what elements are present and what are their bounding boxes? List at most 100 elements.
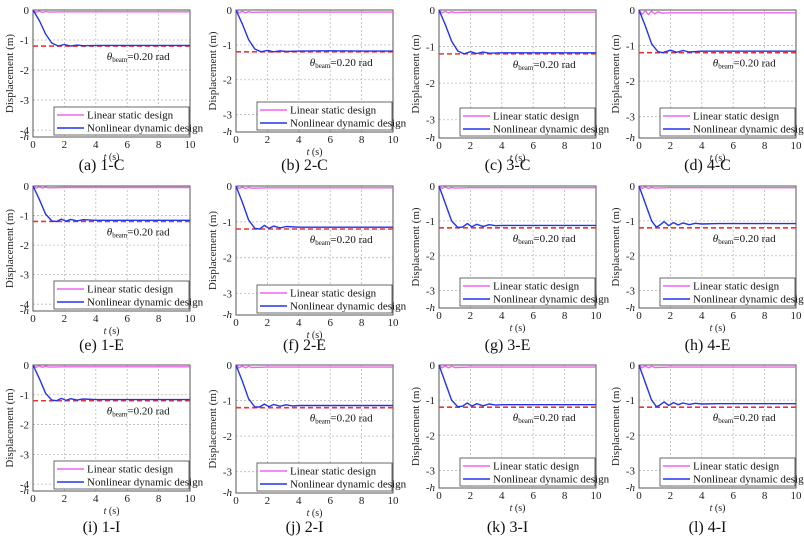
y-axis-label: Displacement (m) xyxy=(610,34,622,113)
x-tick-label: 0 xyxy=(233,134,239,146)
plot-frame xyxy=(638,364,797,489)
x-axis-label: t (s) xyxy=(510,153,526,164)
legend-label-nonlinear: Nonlinear dynamic design xyxy=(290,118,407,130)
theta-beam-annotation: θbeam=0.20 rad xyxy=(713,58,776,71)
theta-beam-annotation: θbeam=0.20 rad xyxy=(713,233,776,246)
series-line-nonlinear-dynamic xyxy=(438,185,596,229)
legend-label-nonlinear: Nonlinear dynamic design xyxy=(693,294,804,306)
series-line-nonlinear-dynamic xyxy=(638,364,796,408)
y-tick-label-h: -h xyxy=(426,302,436,314)
y-axis-label: Displacement (m) xyxy=(4,388,16,467)
y-tick-label: -2 xyxy=(20,240,29,252)
series-line-linear-static xyxy=(638,9,796,16)
panel-f: 0 2 4 6 8 10 0 -1 -2 -3 -h t (s) Displacement (m) θbe… xyxy=(207,181,407,354)
legend-box xyxy=(53,460,190,490)
y-tick-label-h: -h xyxy=(223,126,233,138)
y-tick-label: -2 xyxy=(626,76,635,88)
x-tick-label: 10 xyxy=(791,310,803,322)
y-tick-label-h: -h xyxy=(223,309,233,321)
plot-frame xyxy=(235,9,394,133)
theta-beam-annotation: θbeam=0.20 rad xyxy=(513,233,576,246)
plot-frame xyxy=(32,364,191,492)
legend-label-nonlinear: Nonlinear dynamic design xyxy=(290,479,407,491)
x-tick-label: 0 xyxy=(30,313,36,325)
x-tick-label: 2 xyxy=(265,134,271,146)
legend-box xyxy=(459,277,596,307)
x-tick-label: 2 xyxy=(468,310,474,322)
x-tick-label: 0 xyxy=(636,310,642,322)
x-tick-label: 6 xyxy=(327,134,333,146)
series-line-nonlinear-dynamic xyxy=(638,9,796,54)
y-tick-label: -1 xyxy=(20,211,29,223)
y-tick-label: -4 xyxy=(20,125,30,137)
panel-caption: (c) 3-C xyxy=(485,157,531,174)
panel-b: 0 2 4 6 8 10 0 -1 -2 -3 -h t (s) Displacement (m) θbe… xyxy=(207,5,407,174)
x-tick-label: 0 xyxy=(436,490,442,502)
panel-caption: (d) 4-C xyxy=(684,157,731,174)
legend-box xyxy=(659,277,796,307)
x-tick-label: 6 xyxy=(530,310,536,322)
x-tick-label: 6 xyxy=(730,310,736,322)
plot-frame xyxy=(32,185,191,312)
x-tick-label: 10 xyxy=(185,139,197,151)
series-line-linear-static xyxy=(638,185,796,190)
panel-j: 0 2 4 6 8 10 0 -1 -2 -3 -h t (s) Displacement (m) θbe… xyxy=(207,360,407,536)
y-tick-label: -3 xyxy=(426,115,436,127)
x-tick-label: 10 xyxy=(791,490,803,502)
x-tick-label: 6 xyxy=(730,140,736,152)
theta-beam-annotation: θbeam=0.20 rad xyxy=(310,413,373,426)
legend-label-nonlinear: Nonlinear dynamic design xyxy=(87,123,204,135)
y-axis-label: Displacement (m) xyxy=(610,207,622,286)
legend-label-linear: Linear static design xyxy=(87,110,174,122)
panel-caption: (e) 1-E xyxy=(79,337,124,354)
x-axis-label: t (s) xyxy=(307,330,323,341)
y-axis-label: Displacement (m) xyxy=(207,31,219,110)
y-tick-label: -3 xyxy=(223,467,233,479)
panel-h: 0 2 4 6 8 10 0 -1 -2 -3 -h t (s) Displacement (m) θbe… xyxy=(610,181,804,354)
x-axis-label: t (s) xyxy=(307,147,323,158)
legend-label-nonlinear: Nonlinear dynamic design xyxy=(493,294,610,306)
theta-beam-annotation: θbeam=0.20 rad xyxy=(513,412,576,425)
x-tick-label: 0 xyxy=(30,139,36,151)
y-tick-label: -3 xyxy=(223,110,233,122)
x-tick-label: 6 xyxy=(124,139,130,151)
legend-box xyxy=(659,107,796,137)
x-tick-label: 6 xyxy=(124,493,130,505)
y-tick-label: 0 xyxy=(430,181,436,193)
x-tick-label: 8 xyxy=(156,493,162,505)
theta-beam-annotation: θbeam=0.20 rad xyxy=(513,59,576,72)
series-line-nonlinear-dynamic xyxy=(235,364,393,408)
y-tick-label-h: -h xyxy=(626,132,636,144)
x-tick-label: 2 xyxy=(62,493,68,505)
x-tick-label: 4 xyxy=(93,313,99,325)
y-axis-label: Displacement (m) xyxy=(207,211,219,290)
y-tick-label: -2 xyxy=(223,253,232,265)
theta-beam-annotation: θbeam=0.20 rad xyxy=(107,51,170,64)
y-tick-label: -2 xyxy=(20,420,29,432)
y-tick-label: -3 xyxy=(223,289,233,301)
y-tick-label-h: -h xyxy=(20,131,30,143)
series-line-nonlinear-dynamic xyxy=(32,9,190,47)
legend-box xyxy=(53,106,190,136)
y-tick-label: -3 xyxy=(20,270,30,282)
x-tick-label: 8 xyxy=(156,313,162,325)
plot-frame xyxy=(235,185,394,316)
x-tick-label: 10 xyxy=(591,490,603,502)
y-tick-label: 0 xyxy=(24,5,30,17)
legend-label-nonlinear: Nonlinear dynamic design xyxy=(493,474,610,486)
legend-label-nonlinear: Nonlinear dynamic design xyxy=(493,124,610,136)
x-tick-label: 8 xyxy=(359,495,365,507)
series-line-linear-static xyxy=(235,9,393,14)
legend-label-linear: Linear static design xyxy=(693,111,780,123)
panel-caption: (g) 3-E xyxy=(485,337,531,354)
series-line-nonlinear-dynamic xyxy=(438,9,596,55)
y-tick-label: -1 xyxy=(626,41,635,53)
x-tick-label: 0 xyxy=(30,493,36,505)
theta-beam-annotation: θbeam=0.20 rad xyxy=(310,57,373,70)
legend-label-linear: Linear static design xyxy=(493,111,580,123)
legend-label-linear: Linear static design xyxy=(87,284,174,296)
legend-label-linear: Linear static design xyxy=(493,281,580,293)
panel-e: 0 2 4 6 8 10 0 -1 -2 -3 -4-h t (s) Displacement (m) θ… xyxy=(4,181,204,354)
panel-c: 0 2 4 6 8 10 0 -1 -2 -3 -h t (s) Displacement (m) θbe… xyxy=(410,5,610,174)
